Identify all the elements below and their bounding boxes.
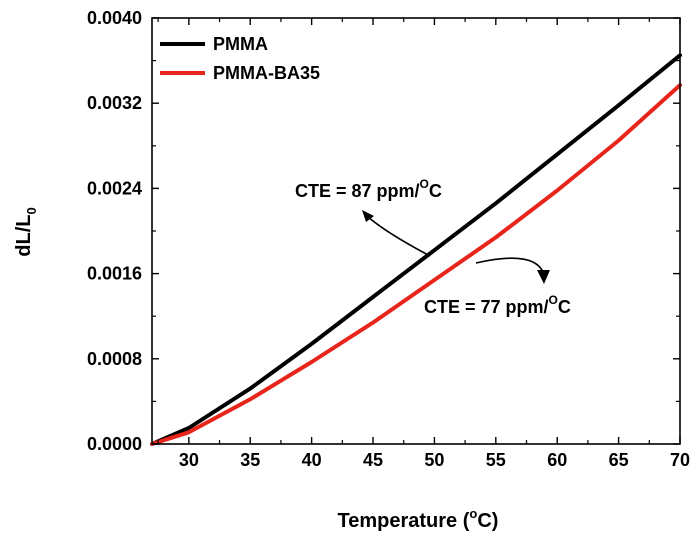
annotation-pmma-ba35-text: CTE = 77 ppm/OC (424, 293, 571, 317)
y-tick-label: 0.0000 (87, 434, 142, 454)
annotation-pmma-prefix: CTE = 87 ppm/ (295, 181, 420, 201)
x-tick-label: 65 (609, 450, 629, 470)
annotation-pmma-arrowhead (362, 210, 374, 222)
y-tick-label: 0.0040 (87, 8, 142, 28)
annotation-pmma-ba35-sup: O (549, 293, 558, 307)
annotation-pmma-text: CTE = 87 ppm/OC (295, 177, 442, 201)
series-line-pmma-ba35 (150, 83, 682, 446)
x-axis-title-tail: C) (477, 510, 498, 532)
x-tick-label: 70 (670, 450, 690, 470)
x-axis-title-sup: o (469, 506, 477, 521)
annotation-pmma-ba35: CTE = 77 ppm/OC (424, 257, 571, 317)
y-tick-label: 0.0032 (87, 93, 142, 113)
y-axis-title: dL/L0 (13, 207, 39, 256)
legend-label-pmma: PMMA (213, 34, 268, 54)
y-axis-title-main: dL/L (13, 215, 35, 257)
annotation-pmma-ba35-suffix: C (558, 297, 571, 317)
x-tick-label: 30 (179, 450, 199, 470)
annotation-pmma-arrow (366, 215, 431, 257)
annotation-pmma-suffix: C (429, 181, 442, 201)
x-tick-label: 55 (486, 450, 506, 470)
y-tick-label: 0.0016 (87, 264, 142, 284)
x-tick-label: 35 (240, 450, 260, 470)
x-tick-label: 40 (302, 450, 322, 470)
y-axis-title-sub: 0 (24, 207, 39, 214)
x-axis-title-main: Temperature ( (338, 510, 470, 532)
legend-label-pmma-ba35: PMMA-BA35 (213, 63, 320, 83)
annotation-pmma-ba35-arrowhead (537, 270, 550, 284)
plot-layer: 30 35 40 45 50 55 60 65 70 0.0000 0.0008 0.0016 0.00… (87, 8, 690, 470)
y-tick-label: 0.0024 (87, 178, 142, 198)
annotation-pmma-sup: O (420, 177, 429, 191)
legend: PMMA PMMA-BA35 (160, 34, 320, 83)
x-axis-title: Temperature (oC) (338, 506, 499, 532)
annotation-pmma-ba35-arrow (475, 257, 544, 273)
annotation-pmma-ba35-prefix: CTE = 77 ppm/ (424, 297, 549, 317)
annotation-pmma: CTE = 87 ppm/OC (295, 177, 442, 257)
x-tick-label: 60 (547, 450, 567, 470)
x-tick-label: 45 (363, 450, 383, 470)
y-tick-label: 0.0008 (87, 349, 142, 369)
x-tick-label: 50 (424, 450, 444, 470)
series-line-pmma (150, 53, 682, 446)
